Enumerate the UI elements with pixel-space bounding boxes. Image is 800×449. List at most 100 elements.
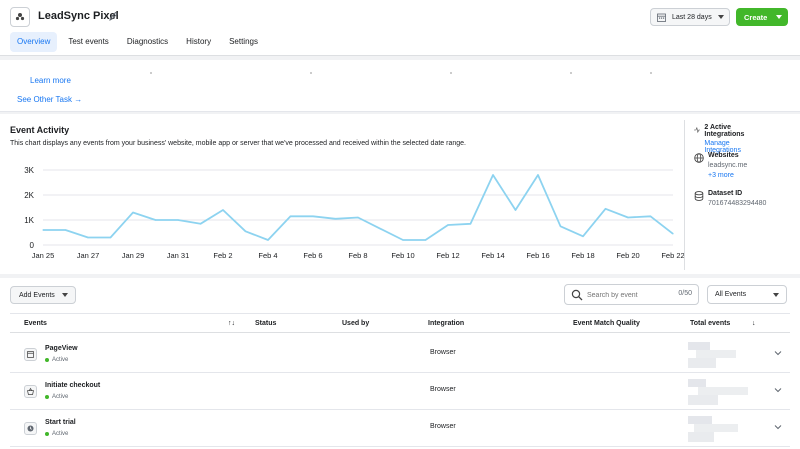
dataset-title: Dataset ID	[708, 190, 743, 197]
activity-icon	[694, 126, 701, 134]
y-tick-label: 3K	[24, 166, 34, 175]
data-point	[312, 215, 314, 217]
chevron-down-icon[interactable]	[774, 349, 782, 357]
add-events-button[interactable]: Add Events	[10, 286, 76, 304]
integration-value: Browser	[430, 386, 456, 393]
tab-overview[interactable]: Overview	[10, 32, 58, 52]
x-tick-label: Feb 4	[258, 251, 277, 260]
event-activity-title: Event Activity	[10, 125, 70, 135]
redacted-total	[688, 379, 748, 405]
events-section: Add Events 0/50 All Events Events ↑↓ Sta…	[0, 278, 800, 449]
search-count: 0/50	[678, 290, 692, 297]
table-header: Events ↑↓ Status Used by Integration Eve…	[10, 313, 790, 333]
event-search[interactable]: 0/50	[564, 284, 699, 305]
manage-integrations-link[interactable]: Manage Integrations	[704, 140, 741, 154]
chevron-down-icon	[718, 15, 724, 19]
calendar-icon	[657, 13, 666, 22]
date-range-button[interactable]: Last 28 days	[650, 8, 730, 26]
data-point	[379, 228, 382, 230]
data-point	[177, 219, 179, 221]
data-point	[559, 225, 562, 227]
col-total-events[interactable]: Total events	[690, 320, 731, 327]
event-filter-label: All Events	[715, 291, 747, 298]
website-value: leadsync.me	[708, 162, 748, 169]
data-point	[64, 229, 67, 231]
data-point	[357, 216, 359, 219]
y-tick-label: 2K	[24, 191, 34, 200]
page-header: LeadSync Pixel Overview Test events Diag…	[0, 0, 800, 56]
event-activity-panel: Event Activity This chart displays any e…	[0, 114, 800, 274]
people-icon	[15, 13, 25, 21]
status-text: Active	[52, 431, 69, 437]
data-point	[87, 236, 89, 239]
add-events-label: Add Events	[19, 291, 55, 299]
data-point	[582, 235, 584, 237]
event-name: Initiate checkout	[45, 382, 101, 389]
x-tick-label: Feb 16	[526, 251, 549, 260]
x-tick-label: Feb 2	[213, 251, 232, 260]
redacted-total	[688, 342, 736, 368]
chevron-down-icon[interactable]	[774, 423, 782, 431]
total-sort-icon[interactable]: ↓	[752, 320, 756, 327]
tab-history[interactable]: History	[186, 37, 212, 46]
status-badge: Active	[45, 431, 68, 437]
data-point	[132, 211, 134, 214]
data-point	[222, 209, 224, 211]
data-point	[154, 219, 157, 221]
table-row[interactable]: Start trial Active Browser	[10, 410, 790, 447]
integration-value: Browser	[430, 423, 456, 430]
col-event-match-quality: Event Match Quality	[573, 320, 640, 327]
active-dot	[45, 395, 49, 399]
data-point	[267, 239, 269, 241]
x-tick-label: Jan 27	[77, 251, 100, 260]
more-websites-link[interactable]: +3 more	[708, 172, 734, 179]
websites-title: Websites	[708, 152, 739, 159]
database-icon	[694, 191, 704, 201]
event-activity-chart: 0 1K 2K 3K Jan 25 Jan 27 Jan 29 Jan 31 Feb 2 Feb …	[24, 166, 684, 260]
x-tick-label: Jan 25	[32, 251, 55, 260]
data-point	[447, 224, 449, 226]
integration-value: Browser	[430, 349, 456, 356]
data-point	[492, 174, 494, 176]
data-point	[42, 229, 44, 231]
learn-more-link[interactable]: Learn more	[30, 76, 71, 85]
x-tick-label: Feb 12	[436, 251, 459, 260]
data-point	[402, 239, 404, 241]
sort-icon[interactable]: ↑↓	[228, 320, 235, 327]
page-title: LeadSync Pixel	[38, 10, 119, 22]
col-events[interactable]: Events	[24, 320, 47, 327]
globe-icon	[694, 153, 704, 163]
event-activity-description: This chart displays any events from your…	[10, 140, 466, 147]
see-other-task-link[interactable]: See Other Task →	[17, 95, 83, 104]
x-tick-label: Feb 18	[571, 251, 594, 260]
chevron-down-icon[interactable]	[774, 386, 782, 394]
table-row[interactable]: PageView Active Browser	[10, 336, 790, 373]
tab-test-events[interactable]: Test events	[68, 37, 109, 46]
status-text: Active	[52, 357, 69, 363]
redacted-total	[688, 416, 738, 442]
tab-bar: Overview Test events Diagnostics History…	[10, 32, 269, 52]
pencil-icon[interactable]	[108, 10, 118, 22]
col-used-by: Used by	[342, 320, 370, 327]
table-row[interactable]: Initiate checkout Active Browser	[10, 373, 790, 410]
basket-icon	[24, 385, 37, 398]
x-tick-label: Feb 10	[391, 251, 414, 260]
integrations-title: 2 Active Integrations	[704, 124, 745, 138]
col-integration: Integration	[428, 320, 465, 327]
dataset-id: 701674483294480	[708, 200, 767, 207]
event-name: PageView	[45, 345, 78, 352]
search-input[interactable]	[587, 289, 672, 301]
chevron-down-icon	[776, 15, 782, 19]
event-filter-select[interactable]: All Events	[707, 285, 787, 304]
tab-settings[interactable]: Settings	[229, 37, 258, 46]
data-point	[199, 223, 202, 225]
panel-divider	[684, 120, 685, 270]
y-tick-label: 0	[30, 241, 35, 250]
create-button[interactable]: Create	[736, 8, 788, 26]
task-card: Learn more See Other Task →	[0, 60, 800, 112]
tab-diagnostics[interactable]: Diagnostics	[126, 37, 169, 46]
event-activity-line	[43, 174, 674, 241]
y-tick-label: 1K	[24, 216, 34, 225]
x-tick-label: Feb 6	[303, 251, 322, 260]
active-dot	[45, 358, 49, 362]
